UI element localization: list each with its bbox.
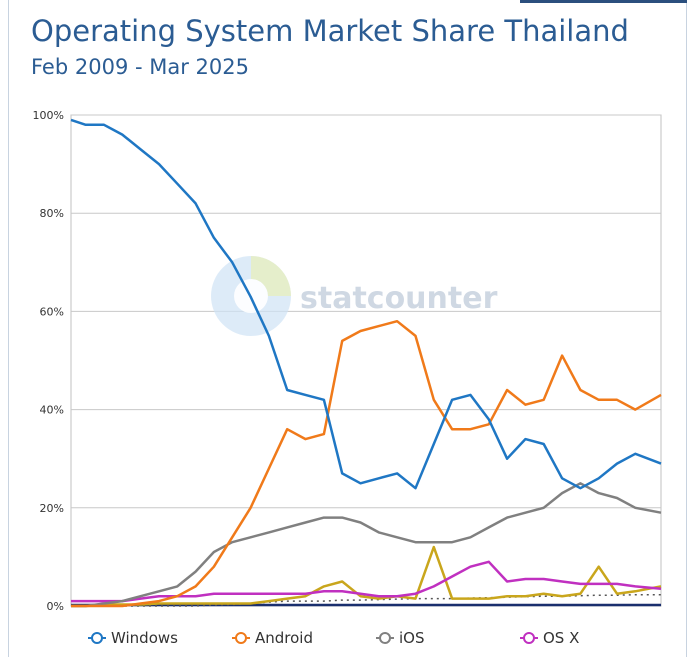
legend-label: Android	[255, 629, 313, 647]
statcounter-watermark: statcounter	[211, 256, 498, 336]
chart-subtitle: Feb 2009 - Mar 2025	[31, 55, 249, 79]
series-lines	[70, 118, 662, 608]
y-tick-label: 0%	[47, 600, 64, 613]
series-line-ios[interactable]	[71, 482, 662, 608]
y-tick-label: 100%	[33, 109, 64, 122]
legend-marker-icon	[523, 632, 535, 644]
series-line-chrome-os[interactable]	[71, 593, 661, 607]
legend-marker-icon	[91, 632, 103, 644]
legend-item-windows[interactable]: Windows	[88, 629, 178, 647]
series-line-os-x[interactable]	[71, 560, 662, 603]
plot-area	[70, 114, 662, 607]
chart-title: Operating System Market Share Thailand	[31, 14, 629, 48]
chart-frame	[8, 0, 687, 657]
watermark-text: statcounter	[300, 281, 498, 316]
y-tick-label: 20%	[40, 502, 64, 515]
legend-item-android[interactable]: Android	[232, 629, 313, 647]
top-accent-bar	[520, 0, 687, 3]
legend-label: Windows	[111, 629, 178, 647]
legend-label: iOS	[399, 629, 425, 647]
legend-marker-icon	[379, 632, 391, 644]
series-line-windows[interactable]	[70, 118, 662, 490]
legend-item-ios[interactable]: iOS	[376, 629, 425, 647]
legend-label: OS X	[543, 629, 579, 647]
series-line-android[interactable]	[71, 319, 662, 608]
y-axis: 0% 20% 40% 60% 80% 100%	[33, 109, 64, 613]
legend: Windows Android iOS OS X	[88, 629, 579, 647]
y-tick-label: 60%	[40, 305, 64, 318]
y-tick-label: 40%	[40, 404, 64, 417]
grid-lines	[70, 114, 662, 607]
y-tick-label: 80%	[40, 207, 64, 220]
series-line-unknown[interactable]	[71, 545, 662, 608]
legend-marker-icon	[235, 632, 247, 644]
legend-item-os-x[interactable]: OS X	[520, 629, 579, 647]
